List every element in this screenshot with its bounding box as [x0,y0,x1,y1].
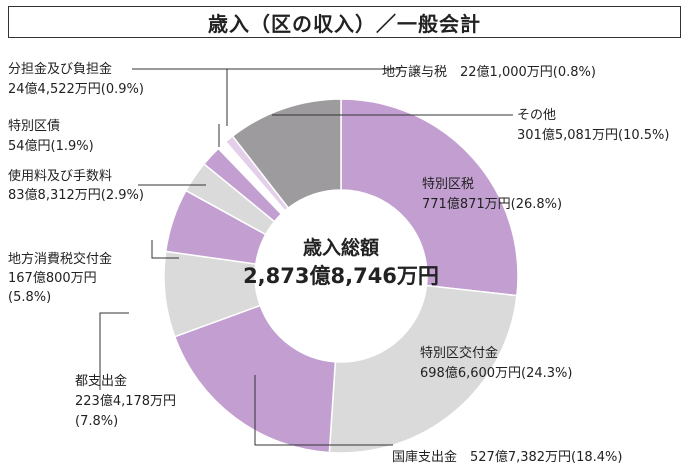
pie-slice [340,98,519,297]
slice-label-name: 地方消費税交付金 [8,251,112,267]
slice-label-amount-percent_label: 24億4,522万円(0.9%) [8,81,144,97]
center-value: 2,873億8,746万円 [243,264,439,288]
slice-label-amount: 167億800万円 [8,270,97,286]
slice-label-name: 都支出金 [75,373,127,389]
leader-line [99,312,129,390]
slice-label-amount-percent_label: 54億円(1.9%) [8,138,94,154]
slice-label-name: 使用料及び手数料 [8,168,112,184]
slice-label-amount-percent_label: 83億8,312万円(2.9%) [8,187,144,203]
slice-label-percent_label: (7.8%) [75,414,118,429]
slice-label-name-amount-percent_label: 国庫支出金 527億7,382万円(18.4%) [392,449,622,465]
slice-label-name: 分担金及び負担金 [8,61,112,77]
center-caption: 歳入総額 [303,236,379,259]
slice-label-amount-percent_label: 301億5,081万円(10.5%) [517,127,669,143]
slice-label-amount: 223億4,178万円 [75,393,176,409]
slice-label-amount-percent_label: 698億6,600万円(24.3%) [420,365,572,381]
slice-label-name: 特別区税 [422,177,474,192]
slice-label-name: その他 [517,108,556,123]
leader-lines [99,68,513,446]
leader-line [254,375,393,446]
slice-label-name: 特別区債 [8,119,60,134]
leader-line [151,240,179,259]
pie-slice [231,98,342,210]
slice-labels: 特別区税 771億871万円(26.8%) 特別区交付金 698億6,600万円(24… [8,61,669,465]
slice-label-amount-percent_label: 771億871万円(26.8%) [422,196,562,212]
chart-title: 歳入（区の収入）／一般会計 [208,11,481,36]
slice-label-name: 特別区交付金 [420,345,498,361]
chart-title-box: 歳入（区の収入）／一般会計 [8,6,681,38]
slice-label-percent_label: (5.8%) [8,290,51,305]
pie-slice [328,284,518,454]
slice-label-name-amount-percent_label: 地方譲与税 22億1,000万円(0.8%) [382,64,596,80]
